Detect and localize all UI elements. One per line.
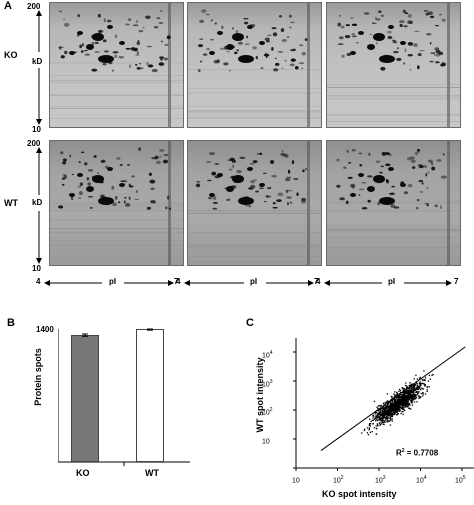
panel-a-letter: A <box>4 0 12 12</box>
pi-axis-1-unit: pI <box>109 277 117 286</box>
pi-axis-2-unit: pI <box>250 277 258 286</box>
pi-axis-1-left: 4 <box>36 277 41 286</box>
pi-axis-3-arrow <box>324 280 452 286</box>
panel-c-ytick-4: 104 <box>262 350 273 360</box>
gel-wt-1 <box>49 140 184 266</box>
ko-yunit-label: kD <box>32 57 43 66</box>
panel-c-scatter-plot <box>293 338 474 471</box>
pi-axis-2-arrow <box>184 280 314 286</box>
bar-ko <box>71 334 99 462</box>
gel-wt-3 <box>326 140 461 266</box>
bar-wt <box>136 329 164 462</box>
gel-ko-3 <box>326 2 461 128</box>
ko-row-label: KO <box>4 50 18 60</box>
panel-c-ytick-1: 10 <box>262 438 270 446</box>
ko-ytop-label: 200 <box>27 2 41 11</box>
wt-ytop-label: 200 <box>27 139 41 148</box>
bar-ko-label: KO <box>76 468 90 478</box>
pi-axis-1-right: 7 <box>174 277 179 286</box>
panel-c-xtick-2: 102 <box>333 475 344 485</box>
ko-ybottom-label: 10 <box>32 125 41 134</box>
pi-axis-3-unit: pI <box>388 277 396 286</box>
wt-y-arrow <box>36 147 42 264</box>
panel-c-r2-annotation: R2 = 0.7708 <box>396 448 439 458</box>
errorbar-ko <box>82 333 88 337</box>
panel-c-ytick-3: 103 <box>262 379 273 389</box>
panel-c-xlabel: KO spot intensity <box>322 489 397 499</box>
gel-ko-1 <box>49 2 184 128</box>
panel-c-letter: C <box>246 317 254 329</box>
gel-ko-2 <box>187 2 322 128</box>
panel-c-xtick-3: 103 <box>375 475 386 485</box>
panel-c-ytick-2: 102 <box>262 407 273 417</box>
wt-yunit-label: kD <box>32 198 43 207</box>
panel-c-xtick-1: 10 <box>292 477 300 485</box>
gel-wt-2 <box>187 140 322 266</box>
panel-b-axes <box>58 329 190 466</box>
panel-b-letter: B <box>7 317 15 329</box>
pi-axis-3-right: 7 <box>454 277 459 286</box>
wt-row-label: WT <box>4 198 18 208</box>
wt-ybottom-label: 10 <box>32 264 41 273</box>
ko-y-arrow <box>36 10 42 125</box>
pi-axis-2-right: 7 <box>314 277 319 286</box>
panel-b-ylabel: Protein spots <box>33 348 43 406</box>
errorbar-wt <box>147 328 153 331</box>
pi-axis-2-left: 4 <box>176 277 181 286</box>
bar-wt-label: WT <box>145 468 159 478</box>
panel-c-xtick-4: 104 <box>416 475 427 485</box>
pi-axis-1-arrow <box>44 280 174 286</box>
pi-axis-3-left: 4 <box>316 277 321 286</box>
panel-b-ytick-label: 1400 <box>36 325 54 334</box>
panel-c-xtick-5: 105 <box>455 475 466 485</box>
